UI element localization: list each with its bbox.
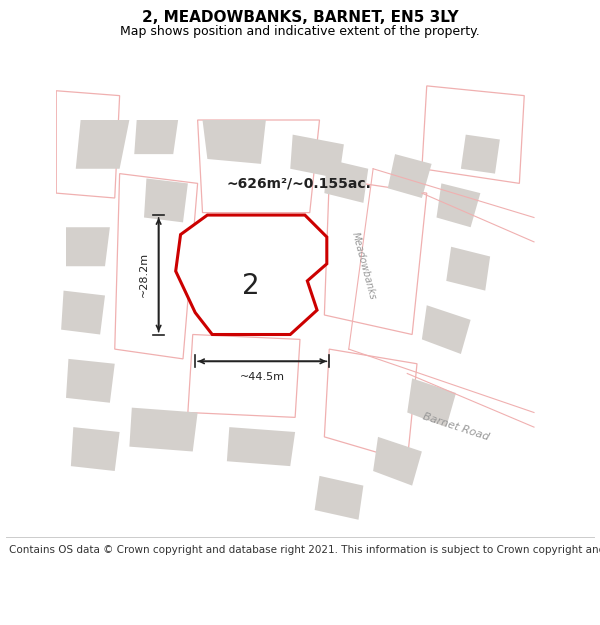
Text: Barnet Road: Barnet Road xyxy=(421,412,491,442)
Text: Contains OS data © Crown copyright and database right 2021. This information is : Contains OS data © Crown copyright and d… xyxy=(9,545,600,555)
Polygon shape xyxy=(227,427,295,466)
Text: Meadowbanks: Meadowbanks xyxy=(350,231,377,301)
Text: ~626m²/~0.155ac.: ~626m²/~0.155ac. xyxy=(227,177,372,191)
Text: 2: 2 xyxy=(242,272,260,300)
Polygon shape xyxy=(66,228,110,266)
Polygon shape xyxy=(144,179,188,222)
Polygon shape xyxy=(176,215,327,334)
Polygon shape xyxy=(461,134,500,174)
Polygon shape xyxy=(314,476,364,520)
Text: ~44.5m: ~44.5m xyxy=(240,372,285,382)
Polygon shape xyxy=(422,305,470,354)
Polygon shape xyxy=(134,120,178,154)
Polygon shape xyxy=(71,427,119,471)
Polygon shape xyxy=(130,408,197,451)
Polygon shape xyxy=(61,291,105,334)
Polygon shape xyxy=(76,120,130,169)
Polygon shape xyxy=(446,247,490,291)
Polygon shape xyxy=(388,154,431,198)
Polygon shape xyxy=(66,359,115,403)
Polygon shape xyxy=(407,378,456,427)
Polygon shape xyxy=(325,159,368,203)
Polygon shape xyxy=(203,120,266,164)
Text: 2, MEADOWBANKS, BARNET, EN5 3LY: 2, MEADOWBANKS, BARNET, EN5 3LY xyxy=(142,10,458,25)
Text: Map shows position and indicative extent of the property.: Map shows position and indicative extent… xyxy=(120,26,480,39)
Polygon shape xyxy=(373,437,422,486)
Text: ~28.2m: ~28.2m xyxy=(139,253,149,298)
Polygon shape xyxy=(437,183,481,228)
Polygon shape xyxy=(290,134,344,179)
